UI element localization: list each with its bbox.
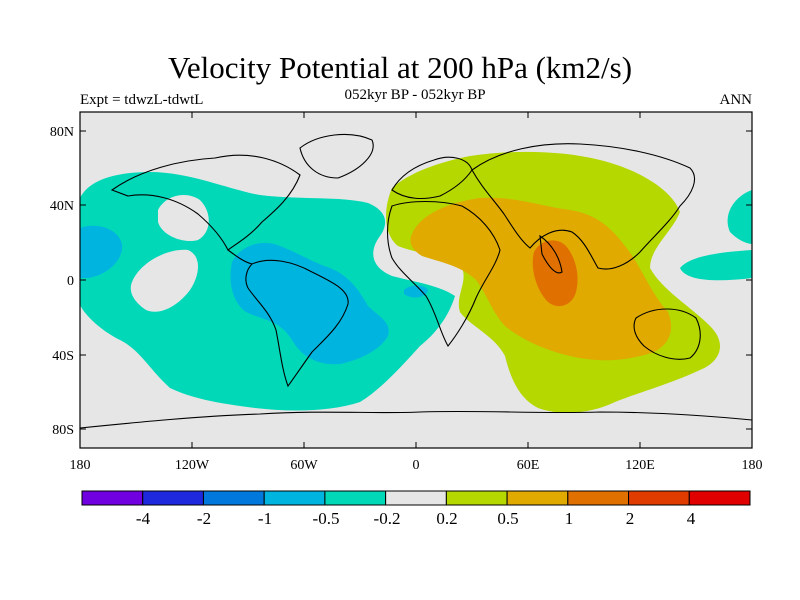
tick-marks [79,112,753,448]
neutral-gap-north-pacific [158,195,209,242]
colorbar-box [324,490,387,506]
coast-africa [386,201,501,347]
colorbar-box [385,490,447,506]
lat-label-40s: 40S [52,349,74,364]
neutral-gap-tropical-pacific [130,249,198,312]
lon-label-180w: 180 [70,458,91,473]
coast-central-america [227,249,253,265]
coast-india [539,234,563,274]
lat-label-40n: 40N [50,199,74,214]
colorbar-label: -1 [258,509,272,528]
lat-label-80n: 80N [50,125,74,140]
lon-label-60w: 60W [290,458,318,473]
coast-antarctica [80,410,752,429]
colorbar-box [688,490,751,506]
colorbar: -4 -2 -1 -0.5 -0.2 0.2 0.5 1 2 4 [81,490,751,528]
plot-title: Velocity Potential at 200 hPa (km2/s) [167,50,633,85]
coastlines [80,133,752,429]
colorbar-label: -2 [197,509,211,528]
coast-south-america [245,259,349,388]
plot-subtitle: 052kyr BP - 052kyr BP [344,87,486,103]
lat-label-0: 0 [67,274,74,289]
colorbar-label: -4 [136,509,151,528]
strong-negative-atlantic-small [404,285,428,298]
colorbar-label: -0.5 [313,509,340,528]
strong-negative-south-america [230,242,389,365]
contour-fills [80,133,752,429]
colorbar-box [263,490,326,506]
lon-label-60e: 60E [517,458,540,473]
colorbar-label: 0.5 [497,509,518,528]
lat-label-80s: 80S [52,423,74,438]
colorbar-box [202,490,265,506]
negative-region-west-pacific [727,190,752,244]
coast-north-america [110,154,301,251]
lon-label-180e: 180 [742,458,763,473]
lon-label-120e: 120E [625,458,655,473]
colorbar-box [81,490,144,506]
colorbar-box [567,490,630,506]
colorbar-box [506,490,569,506]
coast-greenland [299,133,374,179]
experiment-label: Expt = tdwzL-tdwtL [80,92,204,108]
coast-asia [471,143,695,270]
negative-region-tropical-west-pacific [680,250,752,281]
colorbar-label: -0.2 [374,509,401,528]
colorbar-box [445,490,508,506]
colorbar-label: 0.2 [436,509,457,528]
colorbar-label: 2 [626,509,635,528]
season-label: ANN [719,92,753,108]
coast-australia [633,308,701,360]
lon-label-120w: 120W [175,458,210,473]
lon-label-0: 0 [413,458,420,473]
colorbar-label: 4 [687,509,696,528]
colorbar-box [628,490,690,506]
colorbar-boxes [81,490,751,506]
colorbar-label: 1 [565,509,574,528]
colorbar-box [142,490,204,506]
strong-negative-north-pacific-east [80,225,123,278]
